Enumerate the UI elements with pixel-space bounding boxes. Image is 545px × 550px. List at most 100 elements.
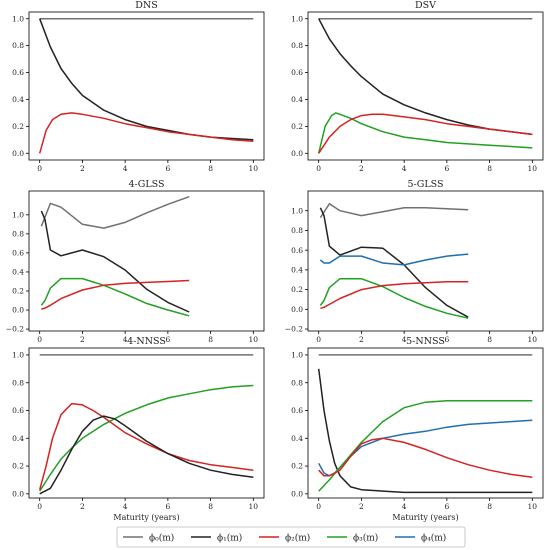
x-tick-label: 8 [487, 502, 492, 511]
y-tick-label: 0.6 [12, 249, 24, 258]
panel-title: DNS [135, 0, 157, 11]
series-line [319, 203, 469, 219]
legend-label: ϕ₄(m) [421, 533, 446, 544]
y-tick-label: 0.8 [12, 41, 24, 50]
series-line [318, 113, 533, 154]
series-line [319, 253, 469, 266]
legend-label: ϕ₂(m) [285, 533, 310, 544]
x-tick-label: 0 [316, 502, 321, 511]
y-tick-label: −0.2 [6, 325, 24, 334]
plot-frame [307, 11, 544, 161]
panel-title: 4-NNSS [127, 336, 166, 347]
x-tick-label: 8 [208, 164, 213, 173]
x-tick-label: 6 [444, 335, 449, 344]
x-tick-label: 10 [249, 164, 259, 173]
y-tick-label: 0.0 [291, 489, 303, 498]
y-tick-label: 0.0 [12, 149, 24, 158]
y-tick-label: 0.4 [291, 434, 303, 443]
series-line [318, 419, 533, 477]
series-line [319, 277, 469, 319]
plot-frame [307, 347, 544, 499]
panel-3: 5-GLSS 0 2 4 6 8 10 −0.2 0.0 0.2 0.4 0.6 0.8 1.0 [285, 179, 544, 344]
series-line [317, 112, 533, 154]
panel-title: 4-GLSS [128, 179, 164, 190]
y-tick-label: 0.2 [291, 122, 303, 131]
panel-title: DSV [415, 0, 436, 11]
legend-label: ϕ₁(m) [217, 533, 242, 544]
x-tick-label: 2 [80, 502, 85, 511]
x-tick-label: 2 [359, 164, 364, 173]
x-tick-label: 6 [444, 502, 449, 511]
y-tick-label: 0.6 [12, 68, 24, 77]
y-tick-label: 0.2 [12, 462, 24, 471]
y-tick-label: 1.0 [12, 351, 24, 360]
x-tick-label: 2 [80, 335, 85, 344]
series-line [318, 400, 533, 492]
y-tick-label: 1.0 [12, 210, 24, 219]
series-line [40, 210, 190, 313]
y-tick-label: 0.4 [291, 265, 303, 274]
x-tick-label: 4 [123, 502, 128, 511]
plot-frame [28, 190, 265, 332]
x-tick-label: 8 [487, 164, 492, 173]
y-tick-label: 0.0 [12, 489, 24, 498]
y-tick-label: 0.8 [12, 378, 24, 387]
x-tick-label: 0 [316, 335, 321, 344]
y-tick-label: 0.4 [12, 434, 24, 443]
legend: ϕ₀(m) ϕ₁(m) ϕ₂(m) ϕ₃(m) ϕ₄(m) [116, 526, 466, 548]
x-tick-label: 0 [316, 164, 321, 173]
y-tick-label: 0.8 [12, 229, 24, 238]
x-tick-label: 4 [402, 502, 407, 511]
y-tick-label: 0.8 [291, 41, 303, 50]
y-tick-label: 0.2 [291, 462, 303, 471]
x-tick-label: 4 [402, 335, 407, 344]
x-tick-label: 8 [208, 335, 213, 344]
x-tick-label: 4 [123, 164, 128, 173]
y-tick-label: −0.2 [285, 325, 303, 334]
series-line [38, 18, 254, 141]
y-tick-label: 0.6 [291, 246, 303, 255]
y-tick-label: 1.0 [291, 206, 303, 215]
legend-frame [116, 526, 466, 548]
x-tick-label: 0 [37, 164, 42, 173]
panel-title: 5-NNSS [406, 336, 445, 347]
x-tick-label: 10 [528, 502, 538, 511]
panel-5: 5-NNSS 0 2 4 6 8 10 0.0 0.2 0.4 0.6 0.8 1.0 Maturity … [291, 336, 544, 522]
legend-label: ϕ₀(m) [149, 533, 174, 544]
series-line [40, 277, 190, 317]
panel-0: DNS 0 2 4 6 8 10 0.0 0.2 0.4 0.6 0.8 1.0 [12, 0, 265, 173]
series-line [320, 280, 469, 310]
plot-frame [28, 347, 265, 499]
panel-4: 4-NNSS 0 2 4 6 8 10 0.0 0.2 0.4 0.6 0.8 1.0 Maturity … [12, 336, 265, 522]
panel-title: 5-GLSS [407, 179, 443, 190]
series-line [38, 402, 254, 490]
y-tick-label: 0.0 [12, 306, 24, 315]
y-tick-label: 0.2 [12, 287, 24, 296]
y-tick-label: 1.0 [12, 14, 24, 23]
x-tick-label: 6 [444, 164, 449, 173]
series-line [317, 368, 533, 494]
plot-frame [28, 11, 265, 161]
plot-frame [307, 190, 544, 332]
y-tick-label: 1.0 [291, 14, 303, 23]
y-tick-label: 0.0 [291, 305, 303, 314]
x-tick-label: 8 [208, 502, 213, 511]
x-tick-label: 4 [402, 164, 407, 173]
y-tick-label: 0.2 [291, 285, 303, 294]
y-tick-label: 0.8 [291, 378, 303, 387]
x-tick-label: 10 [249, 502, 259, 511]
y-tick-label: 0.4 [12, 268, 24, 277]
x-tick-label: 2 [359, 502, 364, 511]
x-tick-label: 10 [528, 164, 538, 173]
x-tick-label: 6 [165, 335, 170, 344]
panel-1: DSV 0 2 4 6 8 10 0.0 0.2 0.4 0.6 0.8 1.0 [291, 0, 544, 173]
series-line [39, 384, 254, 492]
x-tick-label: 6 [165, 164, 170, 173]
y-tick-label: 0.2 [12, 122, 24, 131]
x-axis-label: Maturity (years) [392, 513, 458, 522]
y-tick-label: 0.6 [291, 68, 303, 77]
panel-2: 4-GLSS 0 2 4 6 8 10 −0.2 0.0 0.2 0.4 0.6 0.8 1.0 [6, 179, 265, 344]
x-tick-label: 8 [487, 335, 492, 344]
series-line [39, 415, 254, 495]
